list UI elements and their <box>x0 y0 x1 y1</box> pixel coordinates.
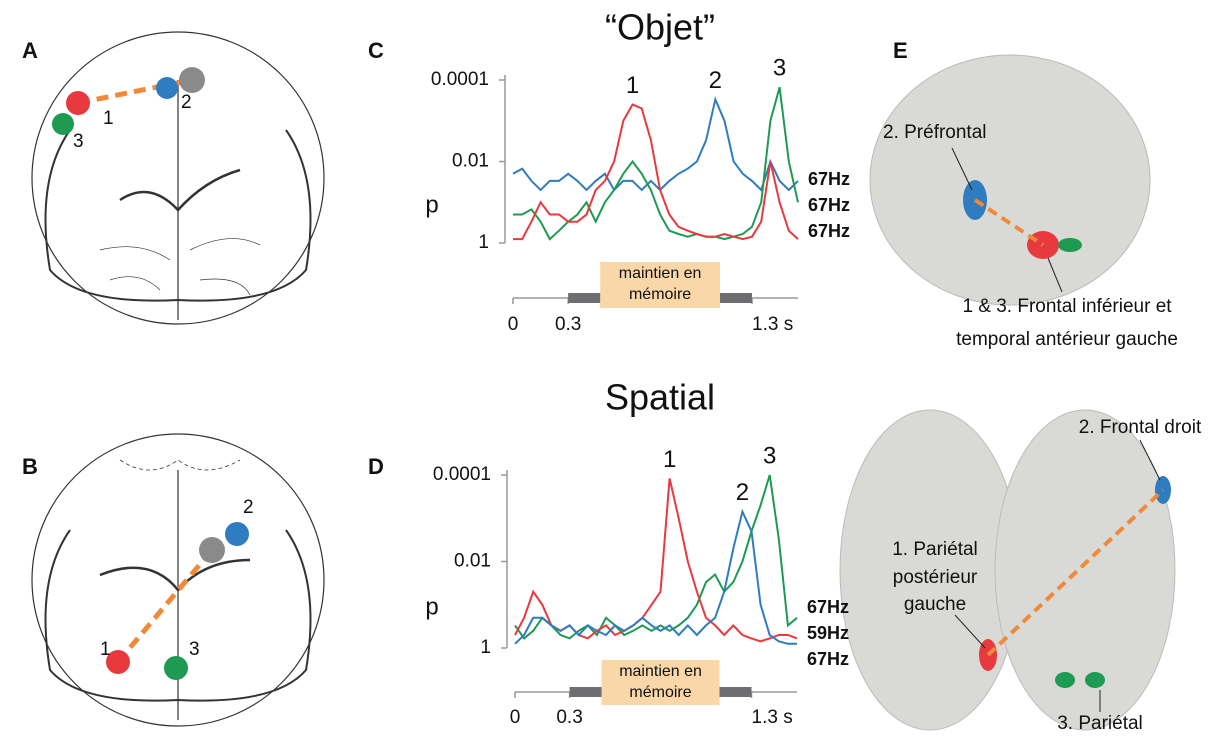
chart-title: Spatial <box>605 377 715 418</box>
electrode <box>106 650 130 674</box>
region <box>1055 672 1075 688</box>
panel-letter: D <box>368 454 384 479</box>
series-line <box>513 103 799 241</box>
panel-letter: A <box>22 38 38 63</box>
scalp-b <box>31 433 325 727</box>
peak-label: 3 <box>773 55 786 82</box>
panel-letter: B <box>22 454 38 479</box>
region <box>1058 238 1082 252</box>
x-tick-label: 0 <box>508 314 519 335</box>
connection <box>986 488 1165 657</box>
x-tick-label: 1.3 s <box>752 314 793 335</box>
electrode <box>225 522 249 546</box>
y-tick-label: 1 <box>480 637 491 658</box>
x-tick-label: 0 <box>510 707 521 728</box>
panel-letter: C <box>368 38 384 63</box>
series-label: 67Hz <box>807 649 849 669</box>
electrode-label: 3 <box>189 639 200 660</box>
region <box>1085 672 1105 688</box>
electrode-label: 2 <box>243 497 254 518</box>
series-label: 59Hz <box>807 623 849 643</box>
x-tick-label: 0.3 <box>556 707 582 728</box>
electrode <box>199 537 225 563</box>
brain <box>869 54 1151 306</box>
peak-label: 1 <box>626 72 639 99</box>
leader <box>951 147 973 191</box>
electrode <box>164 656 188 680</box>
series-label: 67Hz <box>808 169 850 189</box>
peak-label: 3 <box>763 442 776 469</box>
electrode <box>179 67 205 93</box>
y-tick-label: 0.0001 <box>431 69 489 90</box>
series-label: 67Hz <box>807 597 849 617</box>
chart-title: “Objet” <box>605 7 715 48</box>
region-label: 1 & 3. Frontal inférieur et <box>962 296 1172 317</box>
series-label: 67Hz <box>808 195 850 215</box>
electrode-label: 3 <box>73 131 84 152</box>
y-tick-label: 1 <box>478 232 489 253</box>
peak-label: 2 <box>736 479 749 506</box>
series-line <box>513 86 799 241</box>
period-label: mémoire <box>629 286 691 303</box>
electrode-label: 2 <box>181 92 192 113</box>
y-axis-label: p <box>425 593 438 620</box>
period-box <box>600 262 721 308</box>
y-axis-label: p <box>425 191 438 218</box>
period-box <box>601 660 720 705</box>
leader <box>1047 257 1063 293</box>
brain <box>994 409 1176 731</box>
electrode <box>66 91 90 115</box>
connection <box>973 198 1045 247</box>
scalp-a <box>31 31 325 325</box>
y-tick-label: 0.01 <box>454 551 491 572</box>
leader <box>1139 439 1161 481</box>
region-label: 2. Préfrontal <box>883 122 987 143</box>
connection <box>116 548 214 664</box>
y-tick-label: 0.01 <box>452 151 489 172</box>
region-label: 1. Pariétal <box>892 539 978 560</box>
panel-letter: E <box>893 38 908 63</box>
region-label: 2. Frontal droit <box>1079 417 1202 438</box>
series-line <box>514 508 797 645</box>
electrode-label: 1 <box>100 639 111 660</box>
period-label: mémoire <box>629 684 691 701</box>
series-line <box>512 96 799 192</box>
y-tick-label: 0.0001 <box>433 464 491 485</box>
electrode-label: 1 <box>103 108 114 129</box>
region-label: temporal antérieur gauche <box>956 329 1178 350</box>
peak-label: 2 <box>709 67 722 94</box>
leader <box>954 614 986 649</box>
region-label: postérieur <box>893 567 978 588</box>
x-tick-label: 1.3 s <box>752 707 793 728</box>
series-label: 67Hz <box>808 221 850 241</box>
peak-label: 1 <box>663 446 676 473</box>
x-tick-label: 0.3 <box>555 314 581 335</box>
region-label: 3. Pariétal <box>1057 713 1143 734</box>
region-label: gauche <box>904 594 966 615</box>
period-label: maintien en <box>619 663 702 680</box>
electrode <box>52 113 74 135</box>
period-label: maintien en <box>619 265 702 282</box>
electrode <box>156 77 178 99</box>
